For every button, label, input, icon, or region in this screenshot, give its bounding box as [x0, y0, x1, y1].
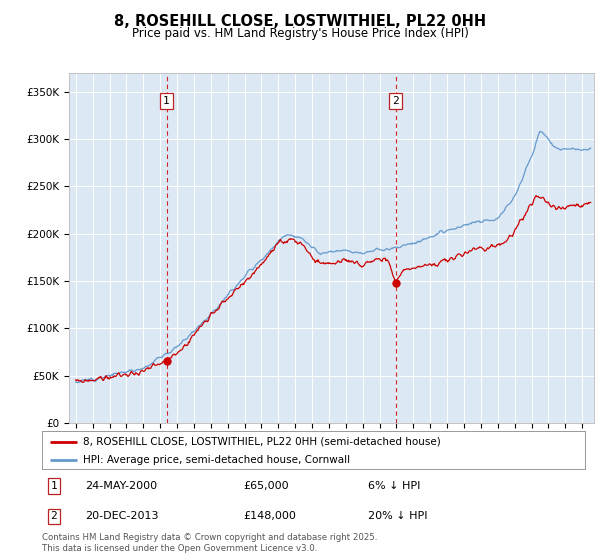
Text: 2: 2	[392, 96, 399, 106]
Text: 20% ↓ HPI: 20% ↓ HPI	[368, 511, 427, 521]
Text: £148,000: £148,000	[243, 511, 296, 521]
Text: 8, ROSEHILL CLOSE, LOSTWITHIEL, PL22 0HH: 8, ROSEHILL CLOSE, LOSTWITHIEL, PL22 0HH	[114, 14, 486, 29]
Text: 1: 1	[50, 481, 58, 491]
Text: 6% ↓ HPI: 6% ↓ HPI	[368, 481, 420, 491]
Text: Price paid vs. HM Land Registry's House Price Index (HPI): Price paid vs. HM Land Registry's House …	[131, 27, 469, 40]
Text: Contains HM Land Registry data © Crown copyright and database right 2025.
This d: Contains HM Land Registry data © Crown c…	[42, 533, 377, 553]
Text: HPI: Average price, semi-detached house, Cornwall: HPI: Average price, semi-detached house,…	[83, 455, 350, 465]
Text: 24-MAY-2000: 24-MAY-2000	[85, 481, 158, 491]
Text: 1: 1	[163, 96, 170, 106]
Text: 8, ROSEHILL CLOSE, LOSTWITHIEL, PL22 0HH (semi-detached house): 8, ROSEHILL CLOSE, LOSTWITHIEL, PL22 0HH…	[83, 437, 440, 447]
Text: 2: 2	[50, 511, 58, 521]
Text: 20-DEC-2013: 20-DEC-2013	[85, 511, 159, 521]
Text: £65,000: £65,000	[243, 481, 289, 491]
